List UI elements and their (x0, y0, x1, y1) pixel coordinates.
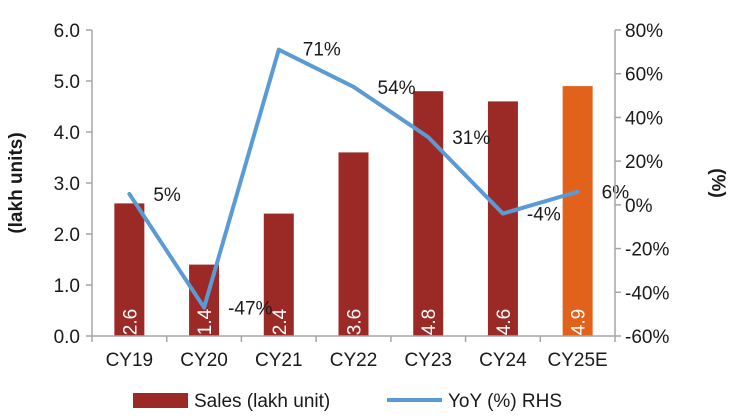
x-tick-label: CY21 (255, 350, 303, 371)
bar-value-label: 2.4 (270, 308, 291, 335)
y2-tick-label: 60% (625, 65, 663, 86)
bar-labels: 2.6 1.4 2.4 3.6 4.8 4.6 4.9 (120, 308, 589, 335)
line-value-label: 54% (378, 78, 416, 99)
y-tick-label: 6.0 (54, 21, 80, 42)
line-value-label: 71% (303, 40, 341, 61)
y2-tick-label: 40% (625, 108, 663, 129)
bar-value-label: 4.9 (569, 309, 590, 335)
y2-tick-label: 0% (625, 196, 653, 217)
x-tick-label: CY20 (180, 350, 228, 371)
legend: Sales (lakh unit) YoY (%) RHS (133, 391, 562, 412)
bar-value-label: 1.4 (195, 308, 216, 335)
y2-axis-title: (%) (707, 168, 728, 198)
y2-tick-label: -60% (625, 327, 669, 348)
line-value-label: 5% (153, 185, 181, 206)
yoy-line (127, 47, 580, 310)
bar (562, 86, 593, 336)
legend-line-label: YoY (%) RHS (448, 391, 562, 412)
y-tick-label: 1.0 (54, 276, 80, 297)
x-tick-label: CY24 (479, 350, 527, 371)
bar (114, 203, 145, 336)
y2-tick-label: 20% (625, 152, 663, 173)
line-series (127, 47, 580, 310)
bar-value-label: 3.6 (345, 309, 366, 335)
bar-value-label: 4.6 (494, 309, 515, 335)
legend-bar-label: Sales (lakh unit) (194, 391, 330, 412)
legend-bar-swatch (133, 393, 188, 408)
x-tick-label: CY22 (330, 350, 378, 371)
line-value-label: 31% (452, 128, 490, 149)
y-tick-label: 0.0 (54, 327, 80, 348)
y-axis-title: (lakh units) (6, 132, 27, 233)
line-value-label: -47% (228, 299, 272, 320)
axes (91, 30, 616, 342)
y2-tick-label: 80% (625, 21, 663, 42)
y-tick-label: 2.0 (54, 225, 80, 246)
bar-series (114, 86, 593, 337)
line-labels: 5%-47%71%54%31%-4%6% (153, 40, 629, 320)
y-tick-label: 3.0 (54, 174, 80, 195)
x-axis-ticks: CY19 CY20 CY21 CY22 CY23 CY24 CY25E (106, 350, 608, 371)
bar-value-label: 4.8 (419, 309, 440, 335)
right-axis-ticks: -60% -40% -20% 0% 20% 40% 60% 80% (615, 21, 669, 348)
x-tick-label: CY19 (106, 350, 154, 371)
y2-tick-label: -20% (625, 240, 669, 261)
line-value-label: -4% (527, 205, 561, 226)
bar (338, 152, 369, 336)
y-tick-label: 4.0 (54, 123, 80, 144)
left-axis-ticks: 0.0 1.0 2.0 3.0 4.0 5.0 6.0 (54, 21, 92, 348)
bar (487, 101, 518, 337)
x-tick-label: CY23 (404, 350, 452, 371)
bar-value-label: 2.6 (120, 309, 141, 335)
y2-tick-label: -40% (625, 283, 669, 304)
bar (263, 213, 294, 336)
x-tick-label: CY25E (548, 350, 608, 371)
y-tick-label: 5.0 (54, 72, 80, 93)
